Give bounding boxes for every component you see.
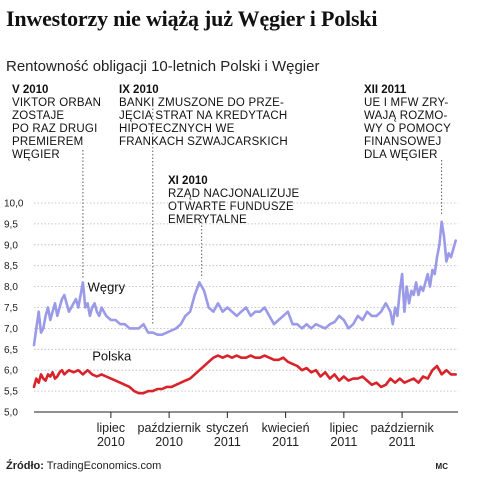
series-labels: Węgry Polska xyxy=(88,280,132,364)
y-tick-label: 6,5 xyxy=(4,345,18,356)
annotation-line: EMERYTALNE xyxy=(168,214,247,226)
y-tick-label: 5,0 xyxy=(4,408,18,419)
annotation-line: BANKI ZMUSZONE DO PRZE- xyxy=(119,97,284,109)
annotation-line: JĘCIA STRAT NA KREDYTACH xyxy=(119,110,288,122)
annotation-xi-2010: XI 2010 RZĄD NACJONALIZUJE OTWARTE FUNDU… xyxy=(168,175,299,227)
author-credit: MC xyxy=(435,462,448,471)
series-lines xyxy=(32,220,458,395)
y-tick-label: 5,5 xyxy=(4,387,18,398)
x-tick-label: październik xyxy=(370,421,434,435)
x-axis: lipiec2010październik2010styczeń2011kwie… xyxy=(34,411,458,449)
series-label-hungary: Węgry xyxy=(88,280,126,295)
series-line-poland xyxy=(32,354,458,395)
x-tick-label: 2011 xyxy=(272,435,299,449)
annotation-xii-2011: XII 2011 UE I MFW ZRY- WAJĄ ROZMO- WY O … xyxy=(364,84,451,162)
annotation-line: WY O POMOCY xyxy=(364,123,451,135)
annotation-line: DLA WĘGIER xyxy=(364,149,438,161)
annotation-line: PREMIEREM xyxy=(12,136,84,148)
annotation-line: ZOSTAJE xyxy=(12,110,65,122)
annotation-line: FINANSOWEJ xyxy=(364,136,442,148)
series-line-hungary xyxy=(32,220,458,347)
annotation-line: PO RAZ DRUGI xyxy=(12,123,98,135)
page-title: Inwestorzy nie wiążą już Węgier i Polski xyxy=(6,6,378,31)
x-tick-label: 2010 xyxy=(97,435,125,449)
y-axis: 5,0 5,5 6,0 6,5 7,0 7,5 8,0 8,5 9,0 9,5 10,0 xyxy=(4,199,24,419)
annotation-date: V 2010 xyxy=(12,84,49,96)
annotation-date: XI 2010 xyxy=(168,175,208,187)
annotation-line: HIPOTECZNYCH WE xyxy=(119,123,235,135)
x-tick-label: październik xyxy=(138,421,202,435)
x-tick-label: styczeń xyxy=(206,421,248,435)
y-tick-label: 9,5 xyxy=(4,219,18,230)
annotation-line: WAJĄ ROZMO- xyxy=(364,110,448,122)
annotation-ix-2010: IX 2010 BANKI ZMUSZONE DO PRZE- JĘCIA ST… xyxy=(119,84,288,149)
series-label-poland: Polska xyxy=(92,349,132,364)
y-tick-label: 7,0 xyxy=(4,324,18,335)
source-note: Źródło: TradingEconomics.com xyxy=(6,460,161,472)
y-tick-label: 6,0 xyxy=(4,366,18,377)
source-value: TradingEconomics.com xyxy=(46,460,162,472)
y-tick-label: 7,5 xyxy=(4,303,18,314)
y-tick-label: 8,0 xyxy=(4,282,18,293)
annotation-line: UE I MFW ZRY- xyxy=(364,97,449,109)
y-tick-label: 9,0 xyxy=(4,240,18,251)
x-tick-label: 2011 xyxy=(214,435,241,449)
y-tick-label: 10,0 xyxy=(4,199,24,210)
annotation-v-2010: V 2010 VIKTOR ORBAN ZOSTAJE PO RAZ DRUGI… xyxy=(12,84,101,162)
annotation-line: FRANKACH SZWAJCARSKICH xyxy=(119,136,288,148)
annotation-date: XII 2011 xyxy=(364,84,407,96)
annotation-leaders xyxy=(82,98,443,325)
chart-subtitle: Rentowność obligacji 10-letnich Polski i… xyxy=(6,58,320,75)
annotation-line: OTWARTE FUNDUSZE xyxy=(168,201,294,213)
x-tick-label: lipiec xyxy=(97,421,126,435)
x-tick-label: kwiecień xyxy=(262,421,310,435)
annotation-date: IX 2010 xyxy=(119,84,159,96)
x-tick-label: 2011 xyxy=(330,435,357,449)
x-tick-label: lipiec xyxy=(330,421,359,435)
source-label: Źródło: xyxy=(6,460,44,472)
annotation-line: WĘGIER xyxy=(12,149,60,161)
y-tick-label: 8,5 xyxy=(4,261,18,272)
x-tick-label: 2010 xyxy=(155,435,183,449)
annotation-line: VIKTOR ORBAN xyxy=(12,97,102,109)
annotation-line: RZĄD NACJONALIZUJE xyxy=(168,188,300,200)
x-tick-label: 2011 xyxy=(389,435,416,449)
